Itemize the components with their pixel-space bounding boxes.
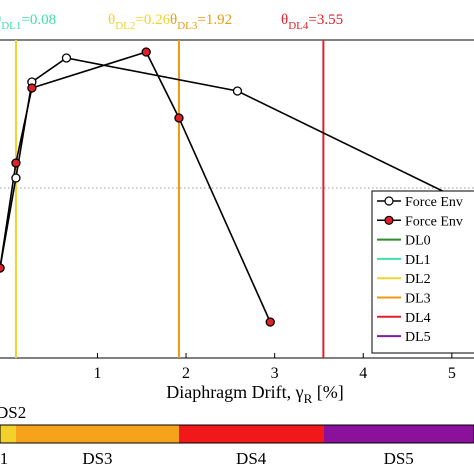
x-tick-label-2: 2 [182, 365, 190, 382]
series-point-red-1 [11, 158, 21, 168]
x-tick-label-3: 3 [271, 365, 279, 382]
series-point-open-1 [11, 173, 21, 183]
series-point-open-4 [232, 86, 243, 96]
ds-bar-border [0, 424, 474, 444]
legend-label-4: DL2 [405, 272, 431, 287]
ds-band-2 [178, 425, 324, 443]
x-axis-label: Diaphragm Drift, γR [%] [166, 382, 344, 406]
legend-label-5: DL3 [405, 292, 431, 307]
legend-label-2: DL0 [405, 234, 431, 249]
threshold-label-dl2: θDL2=0.26 [108, 12, 171, 32]
threshold-label-dl1: θDL1=0.08 [0, 12, 56, 32]
ds-band-label-2: DS4 [236, 449, 267, 468]
legend-label-6: DL4 [405, 311, 431, 326]
series-point-red-3 [141, 47, 151, 57]
threshold-label-dl3: θDL3=1.92 [170, 12, 232, 32]
legend-label-0: Force Env [405, 195, 463, 210]
series-point-red-2 [27, 83, 37, 93]
ds-band-0 [0, 425, 16, 443]
x-tick-label-5: 5 [448, 365, 456, 382]
threshold-label-dl4: θDL4=3.55 [281, 12, 343, 32]
plot-area [0, 39, 474, 359]
ds-upper-label: DS2 [0, 403, 26, 422]
x-axis: 1 2 3 4 5 Diaphragm Drift, γR [%] [93, 353, 456, 406]
ds-band-1 [15, 425, 179, 443]
legend-marker-0 [384, 196, 394, 206]
series-point-red-4 [174, 113, 184, 123]
legend-label-1: Force Env [405, 214, 463, 229]
legend-marker-1 [384, 215, 394, 225]
legend-label-3: DL1 [405, 253, 431, 268]
x-tick-label-1: 1 [93, 365, 101, 382]
ds-band-3 [323, 425, 474, 443]
series-point-open-3 [61, 53, 72, 63]
series-line-open [0, 57, 466, 269]
ds-band-label-3: DS5 [384, 449, 414, 468]
x-tick-label-4: 4 [359, 365, 367, 382]
ds-band-label-1: DS3 [82, 449, 112, 468]
damage-state-bar: DS2 1 DS3 DS4 DS5 [0, 403, 474, 468]
series-point-red-0 [0, 263, 5, 273]
ds-band-label-0: 1 [0, 449, 8, 468]
series-point-red-5 [265, 317, 275, 327]
legend: Force Env Force Env DL0 DL1 DL2 DL3 DL4 DL5 [371, 190, 474, 354]
legend-label-7: DL5 [405, 330, 431, 345]
